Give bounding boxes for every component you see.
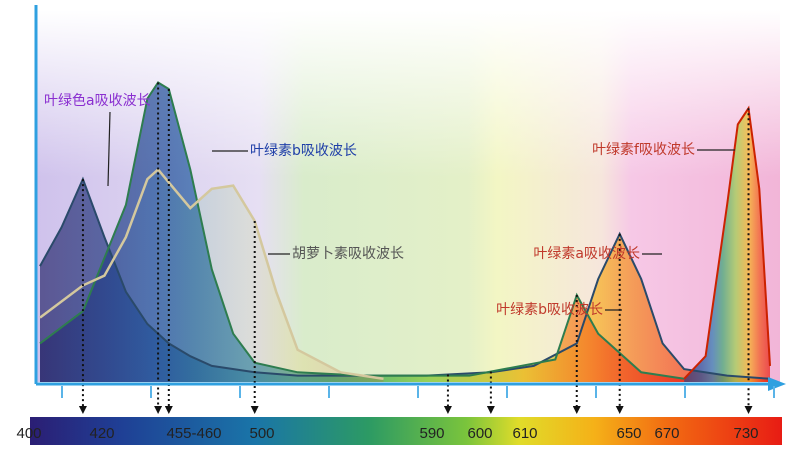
tick-label: 670 bbox=[654, 425, 679, 442]
tick-label: 730 bbox=[733, 425, 758, 442]
tick-label: 420 bbox=[89, 425, 114, 442]
annotation-chl-b-right: 叶绿素b吸收波长 bbox=[496, 302, 603, 318]
tick-label: 500 bbox=[249, 425, 274, 442]
series-line-1 bbox=[39, 81, 685, 380]
tick-label: 455-460 bbox=[166, 425, 221, 442]
tick-label: 590 bbox=[419, 425, 444, 442]
series-line-3 bbox=[683, 105, 771, 380]
x-axis-arrow bbox=[768, 377, 786, 391]
tick-label: 610 bbox=[512, 425, 537, 442]
annotation-chl-a-right: 叶绿素a吸收波长 bbox=[533, 246, 640, 262]
spectrum-bar bbox=[30, 417, 782, 445]
tick-label: 650 bbox=[616, 425, 641, 442]
annotation-chl-b-top: 叶绿素b吸收波长 bbox=[250, 143, 357, 159]
series-area-2 bbox=[40, 169, 384, 382]
tick-label: 400 bbox=[16, 425, 41, 442]
annotation-leader-line bbox=[107, 111, 111, 187]
annotation-carotene: 胡萝卜素吸收波长 bbox=[292, 246, 404, 262]
annotation-chl-a-left: 叶绿色a吸收波长 bbox=[44, 92, 151, 109]
tick-label: 600 bbox=[467, 425, 492, 442]
series-line-2 bbox=[39, 167, 384, 381]
annotation-chl-f: 叶绿素f吸收波长 bbox=[592, 142, 695, 158]
